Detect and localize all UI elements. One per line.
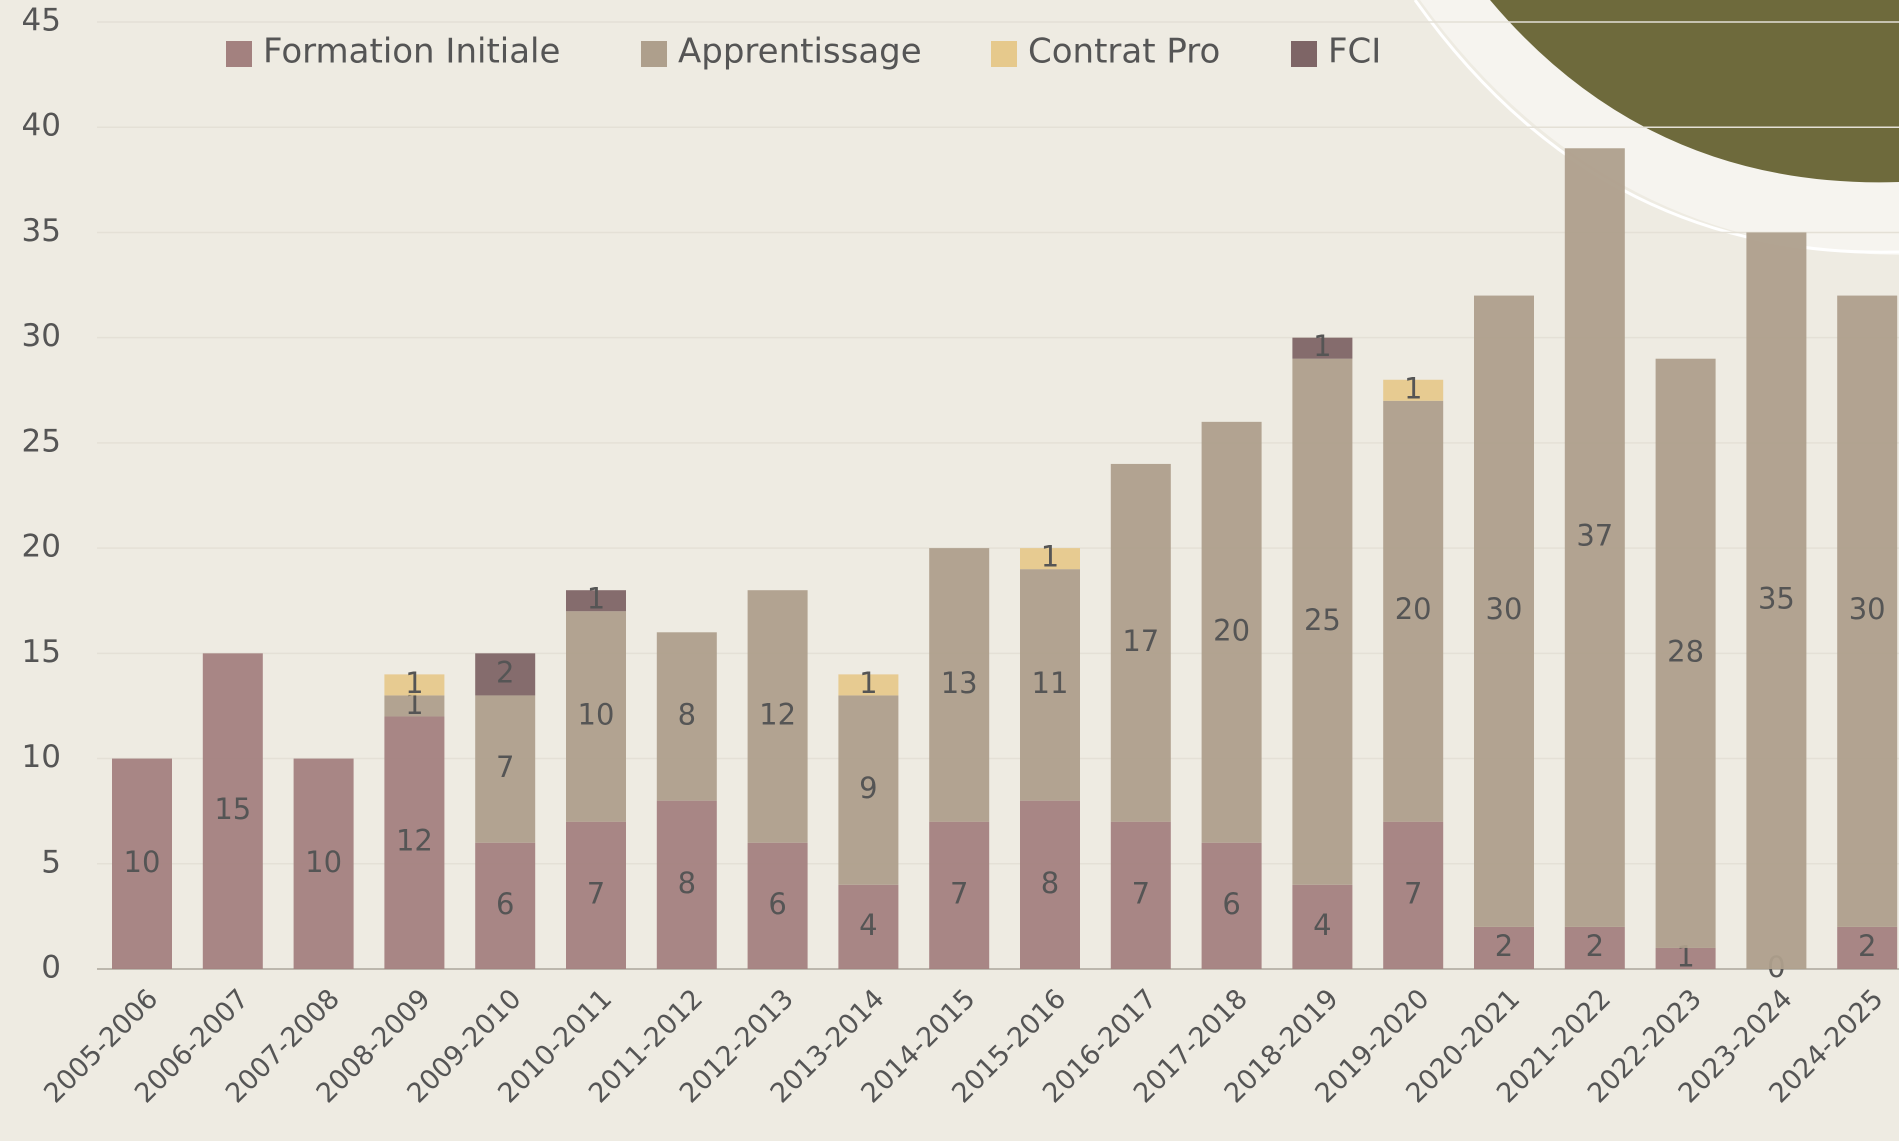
data-label: 10 [305, 845, 342, 879]
data-label: 9 [859, 771, 877, 805]
y-tick-label: 10 [22, 739, 61, 775]
legend-label: Apprentissage [678, 32, 922, 72]
data-label: 15 [214, 792, 251, 826]
y-tick-label: 35 [22, 213, 61, 249]
y-tick-label: 20 [22, 529, 61, 565]
data-label: 37 [1576, 519, 1613, 553]
data-label: 10 [124, 845, 161, 879]
data-label: 7 [587, 876, 605, 910]
data-label: 1 [859, 666, 877, 700]
y-tick-label: 40 [22, 108, 61, 144]
data-label: 11 [1032, 666, 1069, 700]
data-label: 30 [1486, 592, 1523, 626]
data-label: 2 [1858, 929, 1876, 963]
data-label: 6 [768, 887, 786, 921]
data-label: 7 [1404, 876, 1422, 910]
data-label: 28 [1667, 634, 1704, 668]
data-label: 8 [678, 697, 696, 731]
y-tick-label: 0 [41, 950, 61, 986]
chart: 051015202530354045102005-2006152006-2007… [0, 0, 1899, 1141]
data-label: 1 [405, 666, 423, 700]
data-label: 7 [1132, 876, 1150, 910]
data-label: 12 [396, 824, 433, 858]
data-label: 8 [1041, 866, 1059, 900]
data-label: 8 [678, 866, 696, 900]
data-label: 20 [1213, 613, 1250, 647]
data-label: 17 [1122, 624, 1159, 658]
data-label: 25 [1304, 603, 1341, 637]
data-label: 4 [859, 908, 877, 942]
y-tick-label: 5 [41, 844, 61, 880]
data-label: 2 [1495, 929, 1513, 963]
data-label: 7 [950, 876, 968, 910]
data-label: 1 [587, 582, 605, 616]
data-label: 2 [496, 655, 514, 689]
data-label: 20 [1395, 592, 1432, 626]
data-label: 7 [496, 750, 514, 784]
data-label: 10 [578, 697, 615, 731]
data-label: 13 [941, 666, 978, 700]
data-label: 1 [1404, 371, 1422, 405]
data-label: 1 [1313, 329, 1331, 363]
data-label: 2 [1586, 929, 1604, 963]
y-tick-label: 45 [22, 3, 61, 39]
y-tick-label: 30 [22, 318, 61, 354]
data-label: 4 [1313, 908, 1331, 942]
data-label: 12 [759, 697, 796, 731]
data-label: 30 [1849, 592, 1886, 626]
legend-label: FCI [1328, 32, 1381, 72]
legend-label: Contrat Pro [1028, 32, 1220, 72]
legend-swatch [991, 41, 1017, 67]
data-label: 6 [496, 887, 514, 921]
legend-swatch [641, 41, 667, 67]
y-tick-label: 15 [22, 634, 61, 670]
data-label: 1 [1041, 540, 1059, 574]
legend-label: Formation Initiale [263, 32, 560, 72]
legend-swatch [226, 41, 252, 67]
legend-swatch [1291, 41, 1317, 67]
y-tick-label: 25 [22, 423, 61, 459]
data-label: 35 [1758, 582, 1795, 616]
data-label: 6 [1222, 887, 1240, 921]
